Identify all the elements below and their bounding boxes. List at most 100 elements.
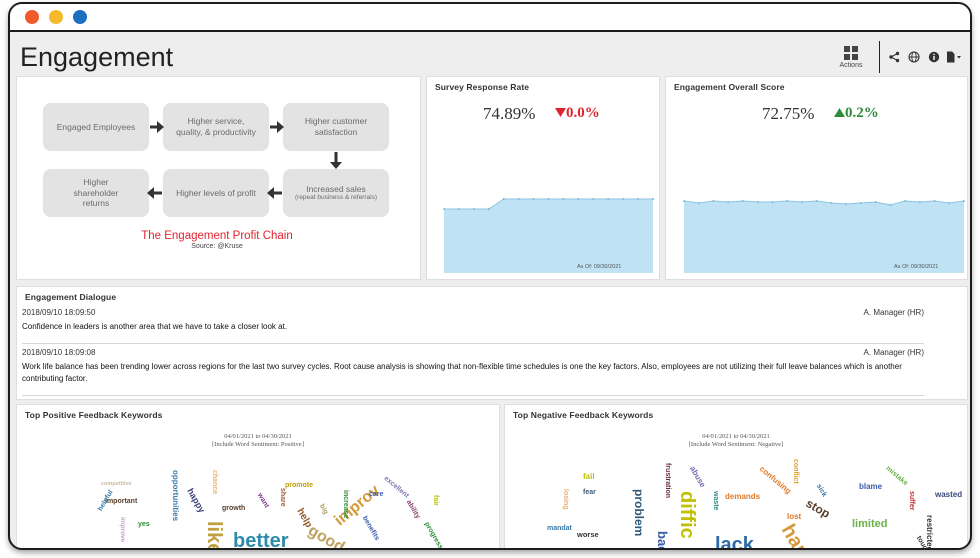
keyword-losing[interactable]: losing [562,489,569,510]
keyword-fair[interactable]: fair [432,495,439,506]
score-point [963,200,965,202]
survey-point [487,208,490,210]
survey-point [472,208,475,210]
keyword-suffer[interactable]: suffer [908,491,915,511]
keyword-happy[interactable]: happy [185,486,208,515]
keyword-benefits[interactable]: benefits [360,515,381,542]
info-icon[interactable] [924,51,944,63]
keyword-diffic[interactable]: diffic [676,491,698,539]
negative-keywords-title: Top Negative Feedback Keywords [513,410,654,420]
keyword-bad[interactable]: bad [655,531,670,550]
score-point [889,204,892,206]
keyword-competitive[interactable]: competitive [101,481,132,487]
survey-response-area-chart [443,198,654,273]
close-window-button[interactable] [25,10,39,24]
survey-point [502,198,505,200]
survey-point [577,198,580,200]
survey-point [652,198,654,200]
keyword-care[interactable]: care [369,491,384,498]
survey-response-value: 74.89% [483,104,536,123]
dialogue-timestamp: 2018/09/10 18:09:50 [22,308,96,317]
negative-keywords-panel: Top Negative Feedback Keywords 04/01/202… [504,404,968,550]
keyword-lost[interactable]: lost [787,512,802,521]
actions-label: Actions [839,61,863,69]
keyword-excellent[interactable]: excellent [382,475,410,500]
keyword-yes[interactable]: yes [138,521,150,528]
keyword-improv[interactable]: improv [331,481,384,530]
keyword-demands[interactable]: demands [725,492,761,501]
grid-icon [844,45,858,60]
positive-date-range: 04/01/2021 to 04/30/2021 [224,433,292,440]
dialogue-author: A. Manager (HR) [863,348,924,357]
keyword-blame[interactable]: blame [859,482,883,491]
keyword-lack[interactable]: lack [715,534,754,550]
score-point [800,201,803,203]
keyword-frustration[interactable]: frustration [664,463,671,498]
negative-keywords-subtitle: 04/01/2021 to 04/30/2021 [Include Word S… [505,433,967,450]
keyword-limited[interactable]: limited [852,518,888,530]
keyword-opportunities[interactable]: opportunities [171,470,180,522]
survey-point [562,198,565,200]
keyword-abuse[interactable]: abuse [688,464,708,490]
globe-icon[interactable] [904,51,924,63]
score-point [786,200,789,202]
minimize-window-button[interactable] [49,10,63,24]
survey-point [592,198,595,200]
keyword-confusing[interactable]: confusing [757,464,793,496]
dialogue-timestamp: 2018/09/10 18:09:08 [22,348,96,357]
keyword-worse[interactable]: worse [577,530,599,539]
keyword-increase[interactable]: increase [342,490,349,519]
survey-response-title: Survey Response Rate [435,82,530,92]
negative-filter: [Include Word Sentiment: Negative] [688,441,784,449]
score-point [859,202,862,204]
keyword-big[interactable]: big [317,503,330,516]
dialogue-message: Confidence in leaders is another area th… [22,322,288,331]
score-point [771,201,774,203]
engagement-score-value: 72.75% [762,104,815,123]
score-point [845,203,848,205]
chain-box-service-quality: Higher service, quality, & productivity [163,103,269,151]
share-icon[interactable] [884,51,904,63]
keyword-mandat[interactable]: mandat [547,525,572,532]
keyword-waste[interactable]: waste [712,491,719,511]
score-point [815,200,818,202]
engagement-score-delta: 0.2% [834,105,879,122]
toolbar: Actions [829,40,964,74]
survey-point [607,198,610,200]
export-icon[interactable] [944,51,964,63]
keyword-wasted[interactable]: wasted [935,490,963,499]
keyword-stop[interactable]: stop [803,496,833,521]
keyword-like[interactable]: like [203,521,225,550]
positive-keywords-subtitle: 04/01/2021 to 04/30/2021 [Include Word S… [17,433,499,450]
keyword-better[interactable]: better [233,530,289,550]
keyword-problem[interactable]: problem [632,489,646,537]
keyword-mistake[interactable]: mistake [884,465,909,488]
keyword-fear[interactable]: fear [583,489,596,496]
maximize-window-button[interactable] [73,10,87,24]
keyword-want[interactable]: want [255,492,270,510]
keyword-hard[interactable]: hard [776,520,818,550]
chain-source: Source: @Kruse [191,243,243,250]
keyword-ability[interactable]: ability [404,499,422,521]
engagement-score-area-chart [683,200,965,273]
keyword-promote[interactable]: promote [285,482,313,489]
chain-box-customer-satisfaction: Higher customer satisfaction [283,103,389,151]
engagement-score-panel: Engagement Overall Score 72.75% 0.2% As … [665,76,968,280]
keyword-progress[interactable]: progress [422,521,444,550]
score-point [830,202,833,204]
chain-box-shareholder-returns: Higher shareholder returns [43,169,149,217]
keyword-chance[interactable]: chance [211,470,218,495]
keyword-growth[interactable]: growth [222,505,246,512]
keyword-important[interactable]: important [105,498,138,505]
keyword-sick[interactable]: sick [814,483,828,499]
keyword-improve[interactable]: improve [119,517,126,543]
keyword-fail[interactable]: fail [583,472,595,481]
survey-point [547,198,550,200]
score-point [904,200,907,202]
survey-point [443,208,445,210]
keyword-share[interactable]: share [279,488,286,507]
engagement-as-of: As Of: 09/30/2021 [894,264,939,270]
keyword-conflict[interactable]: conflict [792,459,799,484]
score-point [741,200,744,202]
actions-button[interactable]: Actions [829,45,873,69]
